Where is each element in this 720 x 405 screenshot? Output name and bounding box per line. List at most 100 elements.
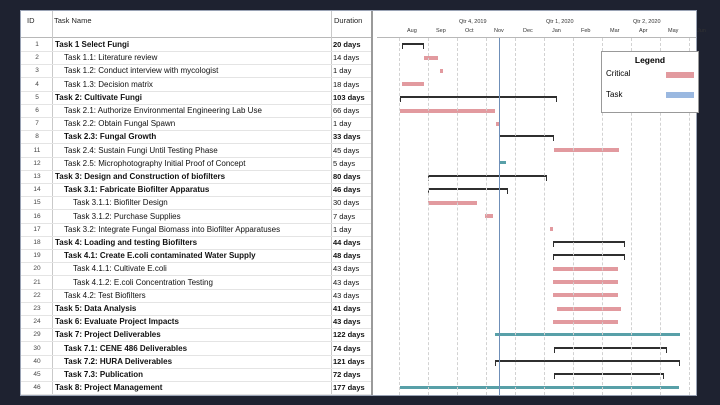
task-duration[interactable]: 46 days — [333, 185, 361, 195]
split-bar[interactable] — [371, 11, 373, 395]
gantt-bar[interactable] — [499, 135, 555, 142]
gantt-bar[interactable] — [484, 214, 494, 219]
task-name[interactable]: Task 7: Project Deliverables — [55, 330, 161, 340]
task-name[interactable]: Task 8: Project Management — [55, 383, 163, 393]
gantt-bar[interactable] — [552, 266, 618, 271]
duration-column-header[interactable]: Duration — [334, 16, 363, 25]
gantt-bar[interactable] — [494, 359, 681, 366]
task-duration[interactable]: 72 days — [333, 370, 361, 379]
task-row[interactable]: 22 Task 4.2: Test Biofilters 43 days — [21, 289, 371, 303]
task-row[interactable]: 30 Task 7.1: CENE 486 Deliverables 74 days — [21, 342, 371, 356]
task-duration[interactable]: 1 day — [333, 224, 352, 234]
gantt-bar[interactable] — [496, 121, 500, 126]
task-name[interactable]: Task 4: Loading and testing Biofilters — [55, 238, 198, 247]
gantt-bar[interactable] — [554, 148, 620, 153]
task-row[interactable]: 23 Task 5: Data Analysis 41 days — [21, 302, 371, 316]
task-name[interactable]: Task 7.2: HURA Deliverables — [64, 356, 173, 366]
task-row[interactable]: 19 Task 4.1: Create E.coli contaminated W… — [21, 249, 371, 264]
gantt-bar[interactable] — [552, 254, 626, 261]
task-row[interactable]: 7 Task 2.2: Obtain Fungal Spawn 1 day — [21, 117, 371, 132]
task-row[interactable]: 1 Task 1 Select Fungi 20 days — [21, 38, 371, 52]
gantt-bar[interactable] — [428, 200, 478, 205]
task-duration[interactable]: 122 days — [333, 330, 365, 340]
task-duration[interactable]: 20 days — [333, 40, 361, 49]
gantt-bar[interactable] — [554, 373, 665, 379]
task-name[interactable]: Task 3.1.2: Purchase Supplies — [73, 211, 181, 221]
task-duration[interactable]: 41 days — [333, 304, 361, 313]
gantt-bar[interactable] — [549, 227, 553, 232]
task-name[interactable]: Task 2.5: Microphotography Initial Proof… — [64, 158, 246, 168]
task-row[interactable]: 45 Task 7.3: Publication 72 days — [21, 368, 371, 382]
task-duration[interactable]: 7 days — [333, 211, 356, 221]
task-name[interactable]: Task 7.1: CENE 486 Deliverables — [64, 343, 188, 353]
task-row[interactable]: 46 Task 8: Project Management 177 days — [21, 381, 371, 396]
gantt-bar[interactable] — [494, 332, 681, 336]
task-row[interactable]: 6 Task 2.1: Authorize Environmental Engin… — [21, 104, 371, 118]
task-duration[interactable]: 177 days — [333, 383, 365, 393]
task-duration[interactable]: 43 days — [333, 264, 360, 274]
task-row[interactable]: 11 Task 2.4: Sustain Fungi Until Testing … — [21, 144, 371, 158]
task-row[interactable]: 15 Task 3.1.1: Biofilter Design 30 days — [21, 196, 371, 211]
task-name[interactable]: Task 4.1.2: E.coli Concentration Testing — [73, 277, 213, 287]
task-row[interactable]: 18 Task 4: Loading and testing Biofilters… — [21, 236, 371, 250]
task-row[interactable]: 5 Task 2: Cultivate Fungi 103 days — [21, 91, 371, 105]
task-name[interactable]: Task 1.1: Literature review — [64, 53, 158, 63]
task-row[interactable]: 13 Task 3: Design and Construction of bio… — [21, 170, 371, 184]
task-row[interactable]: 3 Task 1.2: Conduct interview with mycolo… — [21, 64, 371, 79]
task-duration[interactable]: 1 day — [333, 66, 352, 76]
task-duration[interactable]: 45 days — [333, 145, 360, 155]
task-row[interactable]: 2 Task 1.1: Literature review 14 days — [21, 51, 371, 66]
task-name[interactable]: Task 1.3: Decision matrix — [64, 79, 153, 89]
task-name[interactable]: Task 3: Design and Construction of biofi… — [55, 172, 226, 181]
gantt-bar[interactable] — [400, 95, 558, 102]
task-name[interactable]: Task 1 Select Fungi — [55, 40, 130, 49]
gantt-bar[interactable] — [400, 385, 679, 389]
task-duration[interactable]: 18 days — [333, 79, 360, 89]
task-name[interactable]: Task 4.1.1: Cultivate E.coli — [73, 264, 167, 274]
task-row[interactable]: 12 Task 2.5: Microphotography Initial Pro… — [21, 157, 371, 171]
gantt-bar[interactable] — [401, 43, 424, 49]
task-duration[interactable]: 80 days — [333, 172, 361, 181]
task-name[interactable]: Task 2.2: Obtain Fungal Spawn — [64, 119, 176, 129]
gantt-bar[interactable] — [552, 319, 618, 324]
task-name[interactable]: Task 2: Cultivate Fungi — [55, 92, 142, 102]
task-name[interactable]: Task 3.1: Fabricate Biofilter Apparatus — [64, 185, 210, 195]
gantt-bar[interactable] — [552, 280, 618, 285]
task-duration[interactable]: 33 days — [333, 132, 361, 142]
task-row[interactable]: 8 Task 2.3: Fungal Growth 33 days — [21, 130, 371, 145]
task-row[interactable]: 20 Task 4.1.1: Cultivate E.coli 43 days — [21, 262, 371, 277]
task-name[interactable]: Task 3.1.1: Biofilter Design — [73, 198, 168, 208]
id-column-header[interactable]: ID — [27, 16, 35, 25]
task-duration[interactable]: 43 days — [333, 290, 360, 300]
gantt-bar[interactable] — [499, 161, 507, 165]
task-duration[interactable]: 66 days — [333, 106, 360, 115]
task-row[interactable]: 29 Task 7: Project Deliverables 122 days — [21, 328, 371, 343]
gantt-bar[interactable] — [557, 306, 621, 311]
task-row[interactable]: 17 Task 3.2: Integrate Fungal Biomass int… — [21, 223, 371, 237]
gantt-bar[interactable] — [428, 175, 547, 181]
task-name[interactable]: Task 3.2: Integrate Fungal Biomass into … — [64, 224, 281, 234]
task-duration[interactable]: 43 days — [333, 277, 360, 287]
task-duration[interactable]: 5 days — [333, 158, 356, 168]
gantt-bar[interactable] — [439, 68, 443, 73]
task-row[interactable]: 16 Task 3.1.2: Purchase Supplies 7 days — [21, 210, 371, 224]
task-row[interactable]: 24 Task 6: Evaluate Project Impacts 43 day… — [21, 315, 371, 330]
task-duration[interactable]: 43 days — [333, 317, 361, 327]
task-name[interactable]: Task 4.1: Create E.coli contaminated Wat… — [64, 251, 256, 261]
gantt-bar[interactable] — [552, 241, 626, 247]
task-duration[interactable]: 14 days — [333, 53, 360, 63]
task-name[interactable]: Task 5: Data Analysis — [55, 304, 137, 313]
gantt-bar[interactable] — [423, 55, 439, 60]
task-name[interactable]: Task 1.2: Conduct interview with mycolog… — [64, 66, 219, 76]
task-duration[interactable]: 44 days — [333, 238, 361, 247]
task-name[interactable]: Task 2.4: Sustain Fungi Until Testing Ph… — [64, 145, 218, 155]
task-row[interactable]: 4 Task 1.3: Decision matrix 18 days — [21, 78, 371, 92]
task-row[interactable]: 14 Task 3.1: Fabricate Biofilter Apparatu… — [21, 183, 371, 198]
gantt-bar[interactable] — [401, 82, 424, 87]
gantt-bar[interactable] — [552, 293, 618, 298]
task-duration[interactable]: 121 days — [333, 356, 365, 366]
task-name-column-header[interactable]: Task Name — [54, 16, 92, 25]
task-duration[interactable]: 48 days — [333, 251, 361, 261]
task-duration[interactable]: 30 days — [333, 198, 360, 208]
task-name[interactable]: Task 2.1: Authorize Environmental Engine… — [64, 106, 262, 115]
